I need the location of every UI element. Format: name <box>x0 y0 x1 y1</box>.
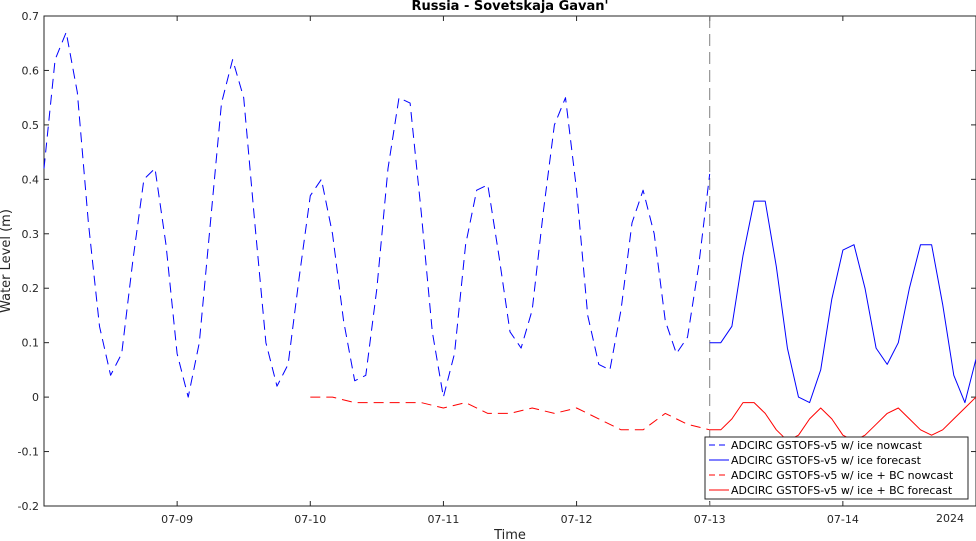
legend: ADCIRC GSTOFS-v5 w/ ice nowcast ADCIRC GS… <box>704 436 969 500</box>
y-tick-label: 0.2 <box>22 282 40 295</box>
x-tick-label: 07-11 <box>427 513 459 526</box>
y-tick-label: -0.1 <box>18 446 39 459</box>
chart-title: Russia - Sovetskaja Gavan' <box>411 0 608 14</box>
x-tick-label: 07-13 <box>694 513 726 526</box>
series-line-4 <box>709 396 976 442</box>
series-line-3 <box>310 396 710 431</box>
series-line-2 <box>709 200 976 404</box>
x-axis-label: Time <box>493 528 526 541</box>
x-tick-label: 07-12 <box>561 513 593 526</box>
y-tick-label: 0.3 <box>22 228 40 241</box>
legend-entry-label: ADCIRC GSTOFS-v5 w/ ice + BC forecast <box>731 484 953 497</box>
x-tick-label: 07-14 <box>827 513 859 526</box>
y-tick-label: 0.1 <box>22 337 40 350</box>
series-line-1 <box>43 31 711 398</box>
legend-entry-label: ADCIRC GSTOFS-v5 w/ ice forecast <box>731 454 922 467</box>
axes-box <box>43 15 976 507</box>
y-tick-label: -0.2 <box>18 500 39 513</box>
legend-entry-label: ADCIRC GSTOFS-v5 w/ ice nowcast <box>731 439 923 452</box>
y-tick-label: 0.7 <box>22 10 40 23</box>
x-tick-label: 07-09 <box>161 513 193 526</box>
y-tick-label: 0 <box>32 391 39 404</box>
plot-area: 0.7 0.6 0.5 0.4 0.3 0.2 0.1 0 -0.1 -0.2 07-09 07-10… <box>18 10 976 526</box>
y-tick-label: 0.6 <box>22 64 40 77</box>
legend-entry-label: ADCIRC GSTOFS-v5 w/ ice + BC nowcast <box>731 469 954 482</box>
year-label: 2024 <box>936 512 964 525</box>
y-axis-label: Water Level (m) <box>0 209 14 313</box>
y-tick-label: 0.4 <box>22 173 40 186</box>
legend-box <box>704 436 969 500</box>
y-tick-label: 0.5 <box>22 119 40 132</box>
x-tick-label: 07-10 <box>294 513 326 526</box>
